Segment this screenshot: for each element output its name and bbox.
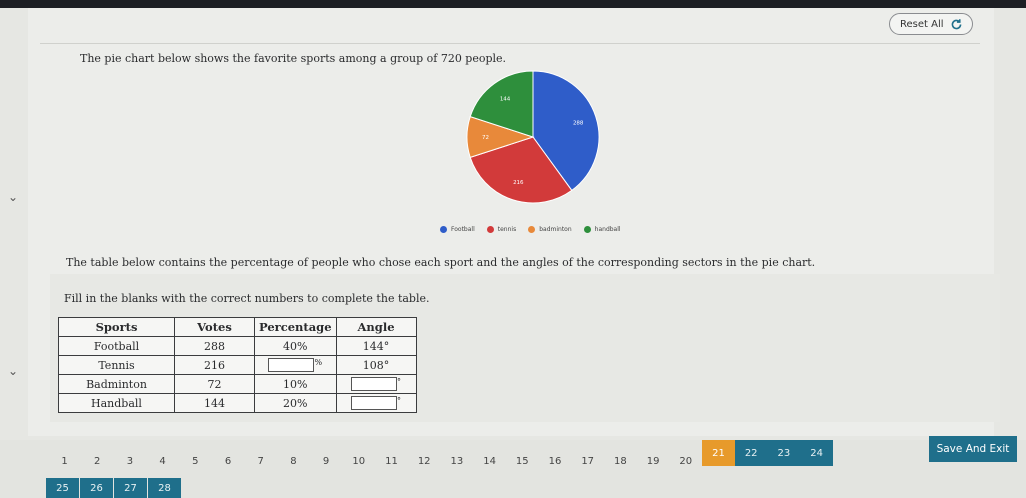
percent-suffix: % bbox=[314, 358, 323, 367]
question-nav-27[interactable]: 27 bbox=[114, 478, 147, 498]
table-row: Football 288 40% 144° bbox=[58, 336, 417, 356]
chevron-down-icon[interactable]: ⌄ bbox=[8, 190, 19, 204]
degree-suffix: ° bbox=[397, 396, 402, 405]
header-votes: Votes bbox=[174, 317, 255, 337]
question-nav-16[interactable]: 16 bbox=[548, 455, 562, 467]
legend-swatch bbox=[528, 226, 536, 233]
answer-table: Sports Votes Percentage Angle Football 2… bbox=[58, 317, 417, 413]
pie-data-label: 288 bbox=[573, 120, 584, 126]
angle-cell: 108° bbox=[335, 355, 417, 375]
question-nav-23[interactable]: 23 bbox=[767, 440, 801, 466]
legend-label: handball bbox=[594, 226, 621, 233]
question-nav-19[interactable]: 19 bbox=[646, 455, 660, 467]
sport-cell: Handball bbox=[58, 393, 175, 413]
sport-cell: Tennis bbox=[58, 355, 175, 375]
legend-item: badminton bbox=[528, 226, 572, 233]
question-nav-28[interactable]: 28 bbox=[148, 478, 181, 498]
question-nav-5[interactable]: 5 bbox=[192, 455, 199, 467]
question-nav-7[interactable]: 7 bbox=[257, 455, 264, 467]
question-nav-20[interactable]: 20 bbox=[679, 455, 693, 467]
legend-label: Football bbox=[451, 226, 475, 233]
percentage-cell: 40% bbox=[254, 336, 337, 356]
pie-slice-football bbox=[532, 70, 600, 192]
save-and-exit-button[interactable]: Save And Exit bbox=[929, 436, 1017, 462]
pie-data-label: 144 bbox=[500, 97, 511, 103]
angle-cell: 144° bbox=[335, 336, 417, 356]
votes-cell: 144 bbox=[174, 393, 255, 413]
legend-swatch bbox=[583, 226, 591, 233]
instruction-text: Fill in the blanks with the correct numb… bbox=[64, 292, 430, 305]
header-angle: Angle bbox=[335, 317, 417, 337]
pie-data-label: 72 bbox=[482, 135, 489, 141]
legend-item: handball bbox=[583, 226, 621, 233]
pie-slice-handball bbox=[469, 70, 534, 138]
angle-cell: ° bbox=[335, 393, 417, 413]
question-nav-6[interactable]: 6 bbox=[224, 455, 232, 467]
top-bar bbox=[0, 0, 1026, 8]
question-nav-12[interactable]: 12 bbox=[417, 455, 431, 467]
table-intro: The table below contains the percentage … bbox=[66, 256, 816, 269]
legend-swatch bbox=[486, 226, 494, 233]
divider bbox=[40, 43, 980, 44]
legend-item: tennis bbox=[486, 226, 517, 233]
sport-cell: Badminton bbox=[58, 374, 175, 394]
reset-all-button[interactable]: Reset All bbox=[889, 13, 973, 35]
votes-cell: 72 bbox=[174, 374, 255, 394]
question-nav-2[interactable]: 2 bbox=[94, 455, 101, 467]
question-nav-25[interactable]: 25 bbox=[46, 478, 79, 498]
header-percentage: Percentage bbox=[254, 317, 337, 337]
question-nav-14[interactable]: 14 bbox=[483, 455, 496, 467]
pie-chart: 288 216 72 144 bbox=[455, 70, 615, 204]
question-nav-17[interactable]: 17 bbox=[581, 455, 595, 467]
question-nav-9[interactable]: 9 bbox=[322, 455, 330, 467]
percentage-cell: 10% bbox=[254, 374, 337, 394]
angle-input[interactable] bbox=[351, 396, 398, 410]
question-nav-26[interactable]: 26 bbox=[80, 478, 113, 498]
table-row: Tennis 216 % 108° bbox=[58, 355, 417, 375]
angle-cell: ° bbox=[335, 374, 417, 394]
reset-label: Reset All bbox=[900, 18, 944, 30]
question-nav-4[interactable]: 4 bbox=[159, 455, 166, 467]
legend-item: Football bbox=[440, 226, 475, 233]
pie-slice-tennis bbox=[469, 136, 573, 204]
refresh-icon bbox=[951, 18, 961, 29]
percentage-cell: 20% bbox=[254, 393, 337, 413]
votes-cell: 288 bbox=[174, 336, 255, 356]
question-nav-11[interactable]: 11 bbox=[385, 455, 398, 467]
question-nav-13[interactable]: 13 bbox=[450, 455, 464, 467]
percentage-cell: % bbox=[254, 355, 337, 375]
table-row: Badminton 72 10% ° bbox=[58, 374, 417, 394]
question-nav-1[interactable]: 1 bbox=[61, 455, 68, 467]
question-nav-18[interactable]: 18 bbox=[614, 455, 627, 467]
question-nav-21[interactable]: 21 bbox=[702, 440, 735, 466]
question-nav-22[interactable]: 22 bbox=[734, 440, 768, 466]
sport-cell: Football bbox=[58, 336, 175, 356]
question-nav-3[interactable]: 3 bbox=[126, 455, 134, 467]
pie-data-label: 216 bbox=[513, 180, 524, 186]
angle-input[interactable] bbox=[351, 377, 398, 391]
chart-legend: Football tennis badminton handball bbox=[440, 226, 621, 233]
legend-label: badminton bbox=[539, 226, 572, 233]
question-intro: The pie chart below shows the favorite s… bbox=[80, 52, 507, 65]
chevron-down-icon[interactable]: ⌄ bbox=[8, 364, 19, 378]
question-nav-10[interactable]: 10 bbox=[352, 455, 366, 467]
question-nav-15[interactable]: 15 bbox=[515, 455, 529, 467]
header-sports: Sports bbox=[58, 317, 175, 337]
question-nav-8[interactable]: 8 bbox=[290, 455, 297, 467]
legend-swatch bbox=[440, 226, 447, 233]
degree-suffix: ° bbox=[397, 377, 402, 386]
votes-cell: 216 bbox=[174, 355, 255, 375]
percentage-input[interactable] bbox=[268, 358, 315, 372]
question-navigation: 1 2 3 4 5 6 7 8 9 10 11 12 13 14 15 16 17 18 19 20 21 22 23 24 2… bbox=[0, 440, 1026, 498]
legend-label: tennis bbox=[497, 226, 517, 233]
question-nav-24[interactable]: 24 bbox=[800, 440, 834, 466]
table-row: Handball 144 20% ° bbox=[58, 393, 417, 413]
